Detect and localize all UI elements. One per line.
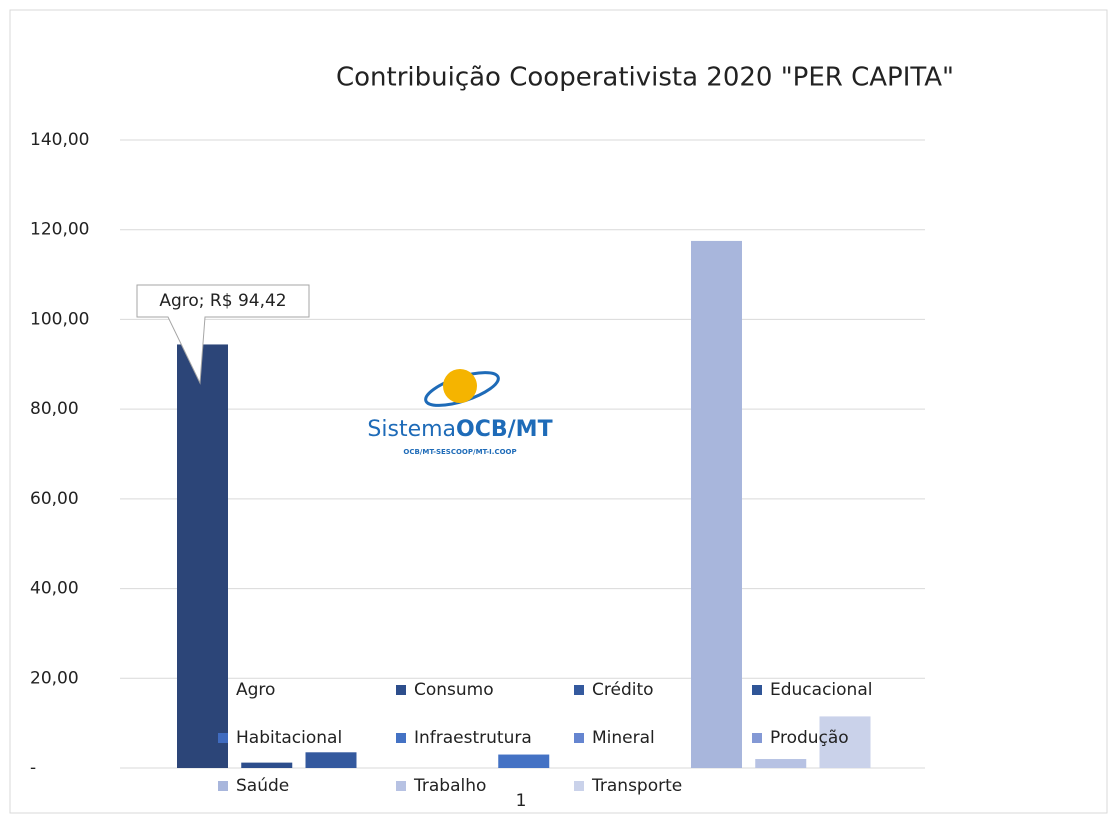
logo-brand: OCB/MT	[456, 417, 553, 442]
bar	[498, 754, 550, 768]
legend-swatch	[218, 781, 228, 791]
logo-text: SistemaOCB/MT	[367, 417, 552, 442]
bar	[241, 762, 293, 768]
legend-swatch	[574, 685, 584, 695]
legend-swatch	[752, 733, 762, 743]
legend-label: Crédito	[592, 680, 654, 700]
bar	[755, 759, 807, 768]
logo-tagline: OCB/MT-SESCOOP/MT-I.COOP	[403, 448, 516, 456]
legend-swatch	[574, 733, 584, 743]
y-tick-label: 140,00	[30, 130, 89, 150]
legend-label: Transporte	[591, 776, 682, 796]
y-tick-label: 120,00	[30, 220, 89, 240]
y-tick-label: 60,00	[30, 489, 79, 509]
legend-swatch	[752, 685, 762, 695]
data-label-callout	[136, 284, 310, 385]
legend-label: Saúde	[236, 776, 289, 796]
y-tick-label: 40,00	[30, 579, 79, 599]
legend-label: Trabalho	[413, 776, 486, 796]
legend-label: Produção	[770, 728, 849, 748]
bar	[305, 752, 357, 768]
y-tick-label: -	[30, 758, 36, 778]
legend-swatch	[574, 781, 584, 791]
legend-label: Habitacional	[236, 728, 342, 748]
legend-label: Consumo	[414, 680, 494, 700]
chart-frame	[9, 9, 1108, 814]
bar	[819, 716, 871, 768]
legend-swatch	[218, 733, 228, 743]
bar	[177, 344, 228, 768]
legend-label: Mineral	[592, 728, 655, 748]
x-tick-label: 1	[516, 791, 527, 811]
data-label: Agro; R$ 94,42	[159, 291, 286, 311]
y-tick-label: 20,00	[30, 668, 79, 688]
legend-swatch	[218, 685, 228, 695]
y-tick-label: 80,00	[30, 399, 79, 419]
logo: SistemaOCB/MT OCB/MT-SESCOOP/MT-I.COOP	[367, 369, 553, 456]
legend-swatch	[396, 733, 406, 743]
legend-label: Infraestrutura	[414, 728, 532, 748]
legend-label: Agro	[236, 680, 275, 700]
logo-name: Sistema	[367, 417, 456, 442]
legend-swatch	[396, 781, 406, 791]
legend-label: Educacional	[770, 680, 872, 700]
legend-swatch	[396, 685, 406, 695]
logo-sun	[443, 369, 477, 403]
y-tick-label: 100,00	[30, 309, 89, 329]
bar	[691, 240, 742, 768]
chart-title: Contribuição Cooperativista 2020 "PER CA…	[336, 63, 954, 93]
